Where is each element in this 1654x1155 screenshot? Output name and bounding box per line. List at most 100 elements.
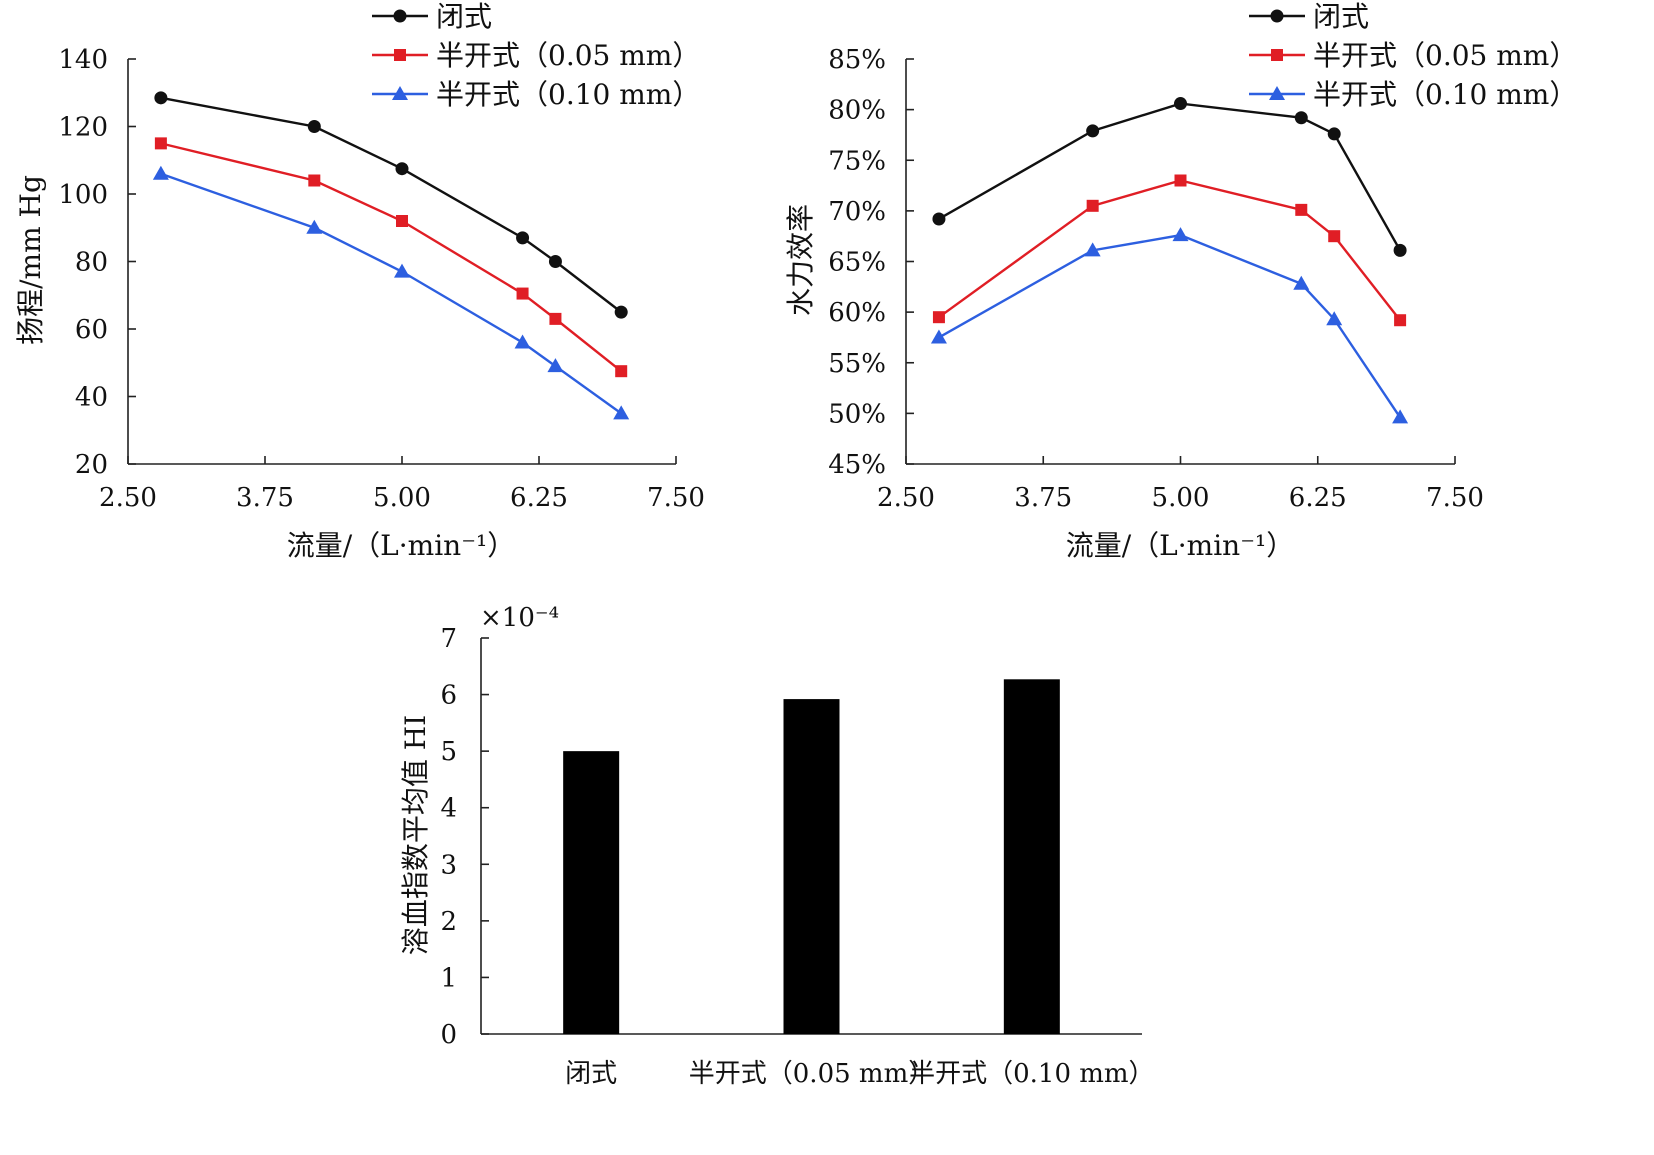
efficiency-point [1394, 314, 1407, 327]
efficiency-chart: 45% 50% 55% 60% 65% 70% 75% 80% 85% 2.50 3.75 5.00 6… [784, 0, 1577, 562]
efficiency-series-line [938, 179, 1402, 321]
head-point [516, 287, 529, 300]
head-y-tick-label: 20 [75, 450, 108, 480]
efficiency-y-tick-label: 60% [828, 298, 886, 328]
hemolysis-y-tick-label: 6 [440, 681, 457, 711]
head-point [395, 162, 409, 176]
efficiency-point [1294, 111, 1308, 125]
hemolysis-category-label: 半开式（0.10 mm） [909, 1059, 1154, 1089]
hemolysis-chart: 0 1 2 3 4 5 6 7 闭式 半开式（0.05 mm）半开式（0.10 mm） ×10⁻⁴… [399, 603, 1155, 1089]
efficiency-legend-label: 半开式（0.05 mm） [1313, 39, 1577, 72]
head-x-tick-label: 6.25 [510, 483, 568, 513]
head-x-tick-label: 7.50 [647, 483, 705, 513]
head-legend-marker [393, 9, 407, 23]
head-x-tick-label: 5.00 [373, 483, 431, 513]
efficiency-legend-marker [1270, 9, 1284, 23]
efficiency-point [932, 212, 946, 226]
efficiency-x-axis-label: 流量/（L·min⁻¹） [1066, 529, 1294, 562]
head-legend-marker [394, 49, 406, 61]
efficiency-y-tick-label: 45% [828, 450, 886, 480]
efficiency-point [1393, 243, 1407, 257]
head-point [615, 365, 628, 378]
hemolysis-y-tick-label: 1 [440, 963, 457, 993]
head-point [308, 174, 321, 187]
hemolysis-y-tick-label: 3 [440, 850, 457, 880]
head-point [306, 219, 323, 234]
efficiency-point [1293, 275, 1310, 290]
head-x-tick-label: 3.75 [236, 483, 294, 513]
efficiency-y-axis-label: 水力效率 [784, 204, 817, 316]
hemolysis-bar [783, 699, 840, 1034]
efficiency-series-line [938, 102, 1402, 251]
head-series-line [160, 172, 622, 415]
head-point [547, 358, 564, 373]
efficiency-legend-label: 闭式 [1313, 0, 1369, 33]
head-point [614, 305, 628, 319]
efficiency-y-tick-label: 70% [828, 197, 886, 227]
head-point [394, 263, 410, 278]
hemolysis-y-tick-label: 4 [440, 794, 457, 824]
efficiency-point [1326, 311, 1343, 326]
head-chart: 20 40 60 80 100 120 140 2.50 3.75 5.00 6.25 7.50 闭式半… [14, 0, 705, 562]
head-series-line [160, 96, 622, 314]
efficiency-y-tick-label: 50% [828, 399, 886, 429]
efficiency-x-tick-label: 3.75 [1014, 483, 1072, 513]
efficiency-y-tick-label: 75% [828, 146, 886, 176]
head-point [548, 255, 562, 268]
efficiency-point [1084, 242, 1101, 257]
head-y-tick-label: 100 [58, 180, 108, 210]
efficiency-legend-marker [1271, 49, 1283, 61]
head-x-axis-label: 流量/（L·min⁻¹） [287, 529, 515, 562]
head-x-tick-label: 2.50 [99, 483, 157, 513]
head-point [396, 215, 408, 227]
efficiency-point [1174, 174, 1187, 187]
hemolysis-y-tick-label: 2 [440, 907, 457, 937]
head-legend-label: 闭式 [436, 0, 492, 33]
efficiency-point [932, 311, 945, 324]
hemolysis-y-axis-label: 溶血指数平均值 HI [399, 715, 432, 955]
head-legend-label: 半开式（0.05 mm） [436, 39, 700, 72]
head-y-tick-label: 120 [58, 113, 108, 143]
head-y-axis-label: 扬程/mm Hg [14, 175, 47, 345]
hemolysis-category-label: 半开式（0.05 mm） [689, 1059, 934, 1089]
head-point [307, 120, 321, 133]
efficiency-legend-label: 半开式（0.10 mm） [1313, 78, 1577, 111]
efficiency-point [1392, 409, 1409, 424]
hemolysis-y-tick-label: 7 [440, 624, 457, 654]
efficiency-legend-marker [1269, 86, 1285, 100]
efficiency-point [930, 329, 947, 344]
head-point [154, 137, 167, 150]
head-legend-label: 半开式（0.10 mm） [436, 78, 700, 111]
efficiency-series-line [938, 233, 1402, 419]
efficiency-point [1086, 124, 1100, 138]
efficiency-point [1172, 227, 1189, 242]
efficiency-x-tick-label: 5.00 [1152, 483, 1210, 513]
hemolysis-category-label: 闭式 [565, 1059, 617, 1089]
hemolysis-bar [563, 751, 620, 1034]
head-point [549, 312, 562, 325]
head-point [154, 91, 168, 105]
head-y-tick-label: 80 [75, 248, 108, 278]
efficiency-point [1328, 230, 1341, 243]
efficiency-point [1327, 127, 1341, 141]
efficiency-point [1086, 199, 1099, 212]
head-y-tick-label: 140 [58, 45, 108, 75]
hemolysis-scale-note: ×10⁻⁴ [480, 603, 559, 633]
head-series-line [160, 142, 622, 373]
hemolysis-y-tick-label: 5 [440, 737, 457, 767]
efficiency-y-tick-label: 65% [828, 248, 886, 278]
head-point [613, 405, 630, 420]
head-legend-marker [392, 86, 408, 100]
efficiency-point [1295, 203, 1308, 216]
efficiency-y-tick-label: 85% [828, 45, 886, 75]
efficiency-x-tick-label: 2.50 [877, 483, 935, 513]
efficiency-x-tick-label: 6.25 [1289, 483, 1347, 513]
efficiency-point [1174, 97, 1187, 111]
head-point [514, 334, 531, 349]
hemolysis-y-tick-label: 0 [440, 1020, 457, 1050]
head-y-tick-label: 40 [75, 383, 108, 413]
head-point [516, 231, 530, 245]
efficiency-y-tick-label: 55% [828, 349, 886, 379]
hemolysis-bar [1003, 679, 1060, 1034]
